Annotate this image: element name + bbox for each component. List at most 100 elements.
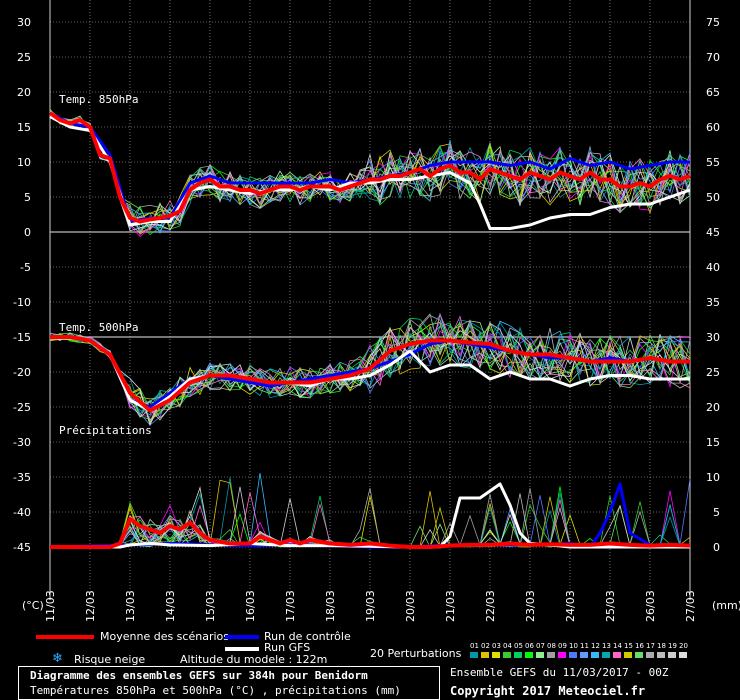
perturbation-color-swatch [536,652,544,658]
left-tick-label: -25 [13,401,31,414]
perturbation-color-swatch [657,652,665,658]
perturbation-color-swatch [679,652,687,658]
left-tick-label: -20 [13,366,31,379]
snowflake-icon: ❄ [52,651,63,666]
perturbation-color-swatch [624,652,632,658]
perturbation-number: 19 [668,642,677,650]
right-tick-label: 25 [706,366,720,379]
panel-label-precip: Précipitations [59,424,152,437]
perturbation-color-swatch [481,652,489,658]
perturbation-number: 14 [613,642,622,650]
footer-title-line1: Diagramme des ensembles GEFS sur 384h po… [30,669,368,682]
x-tick-label: 25/03 [604,590,617,622]
x-axis-ticks: 11/03 12/03 13/03 14/03 15/03 16/03 17/03 18/03… [44,590,697,622]
x-tick-label: 11/03 [44,590,57,622]
perturbation-line-t850 [49,116,691,234]
right-tick-label: 50 [706,191,720,204]
perturbation-line-t500 [49,328,691,419]
x-tick-label: 16/03 [244,590,257,622]
right-tick-label: 45 [706,226,720,239]
perturbation-number: 12 [591,642,600,650]
legend-mean-swatch [36,635,94,639]
perturbation-color-swatch [591,652,599,658]
perturbation-number: 03 [492,642,501,650]
x-tick-label: 21/03 [444,590,457,622]
left-axis-ticks: 30 25 20 15 10 5 0 -5 -10 -15 -20 -25 -30 -35 -40 -45 [13,16,31,554]
left-tick-label: -35 [13,471,31,484]
perturbation-number: 11 [580,642,589,650]
perturbation-number: 16 [635,642,644,650]
x-tick-label: 15/03 [204,590,217,622]
x-tick-label: 27/03 [684,590,697,622]
perturbation-number: 08 [547,642,556,650]
left-tick-label: 0 [24,226,31,239]
perturbation-number: 18 [657,642,666,650]
right-tick-label: 70 [706,51,720,64]
footer-run-info: Ensemble GEFS du 11/03/2017 - 00Z [450,666,669,679]
left-tick-label: -5 [20,261,31,274]
perturbation-color-swatch [602,652,610,658]
right-tick-label: 55 [706,156,720,169]
perturbation-line-t500 [49,313,691,421]
right-tick-label: 60 [706,121,720,134]
perturbation-color-swatch [558,652,566,658]
right-tick-label: 35 [706,296,720,309]
legend-control-swatch [225,635,259,639]
x-tick-label: 12/03 [84,590,97,622]
legend-control-label: Run de contrôle [264,630,351,643]
right-tick-label: 40 [706,261,720,274]
left-tick-label: 25 [17,51,31,64]
perturbation-number: 05 [514,642,523,650]
mean-line-t850 [48,111,691,224]
legend-perturbations-label: 20 Perturbations [370,647,462,660]
perturbation-color-swatch [514,652,522,658]
left-tick-label: -10 [13,296,31,309]
x-tick-label: 26/03 [644,590,657,622]
right-tick-label: 30 [706,331,720,344]
perturbation-number: 13 [602,642,611,650]
legend-snow-label: Risque neige [74,653,146,666]
left-tick-label: -30 [13,436,31,449]
panel-label-t850: Temp. 850hPa [59,93,138,106]
perturbation-line-t850 [49,109,691,232]
perturbation-color-swatch [580,652,588,658]
left-tick-label: -40 [13,506,31,519]
perturbation-color-swatch [668,652,676,658]
perturbation-color-swatch [492,652,500,658]
legend-gfs-label: Run GFS [264,641,311,654]
perturbation-color-swatch [525,652,533,658]
x-tick-label: 14/03 [164,590,177,622]
panel-label-t500: Temp. 500hPa [59,321,138,334]
right-tick-label: 0 [713,541,720,554]
right-tick-label: 20 [706,401,720,414]
perturbation-color-swatch [646,652,654,658]
perturbation-color-swatch [503,652,511,658]
chart-grid [49,0,691,600]
x-tick-label: 17/03 [284,590,297,622]
right-tick-label: 5 [713,506,720,519]
perturbation-line-t500 [49,322,691,421]
mean-line-t500 [50,335,690,413]
legend-mean-label: Moyenne des scénarios [100,630,229,643]
mean-line-precip [50,517,691,549]
altitude-label: Altitude du modele : 122m [180,653,328,666]
perturbation-number: 02 [481,642,490,650]
perturbation-color-swatch [635,652,643,658]
left-tick-label: 20 [17,86,31,99]
perturbation-number: 01 [470,642,479,650]
legend-gfs-swatch [225,647,259,651]
perturbation-line-t850 [49,110,691,231]
perturbation-number: 09 [558,642,567,650]
perturbation-color-swatch [547,652,555,658]
left-axis-unit-label: (°C) [22,599,44,612]
perturbation-color-swatch [569,652,577,658]
left-tick-label: 10 [17,156,31,169]
x-tick-label: 22/03 [484,590,497,622]
perturbation-number: 10 [569,642,578,650]
perturbation-number: 17 [646,642,655,650]
left-tick-label: -15 [13,331,31,344]
left-tick-label: 30 [17,16,31,29]
perturbation-line-t500 [49,327,691,427]
right-tick-label: 15 [706,436,720,449]
